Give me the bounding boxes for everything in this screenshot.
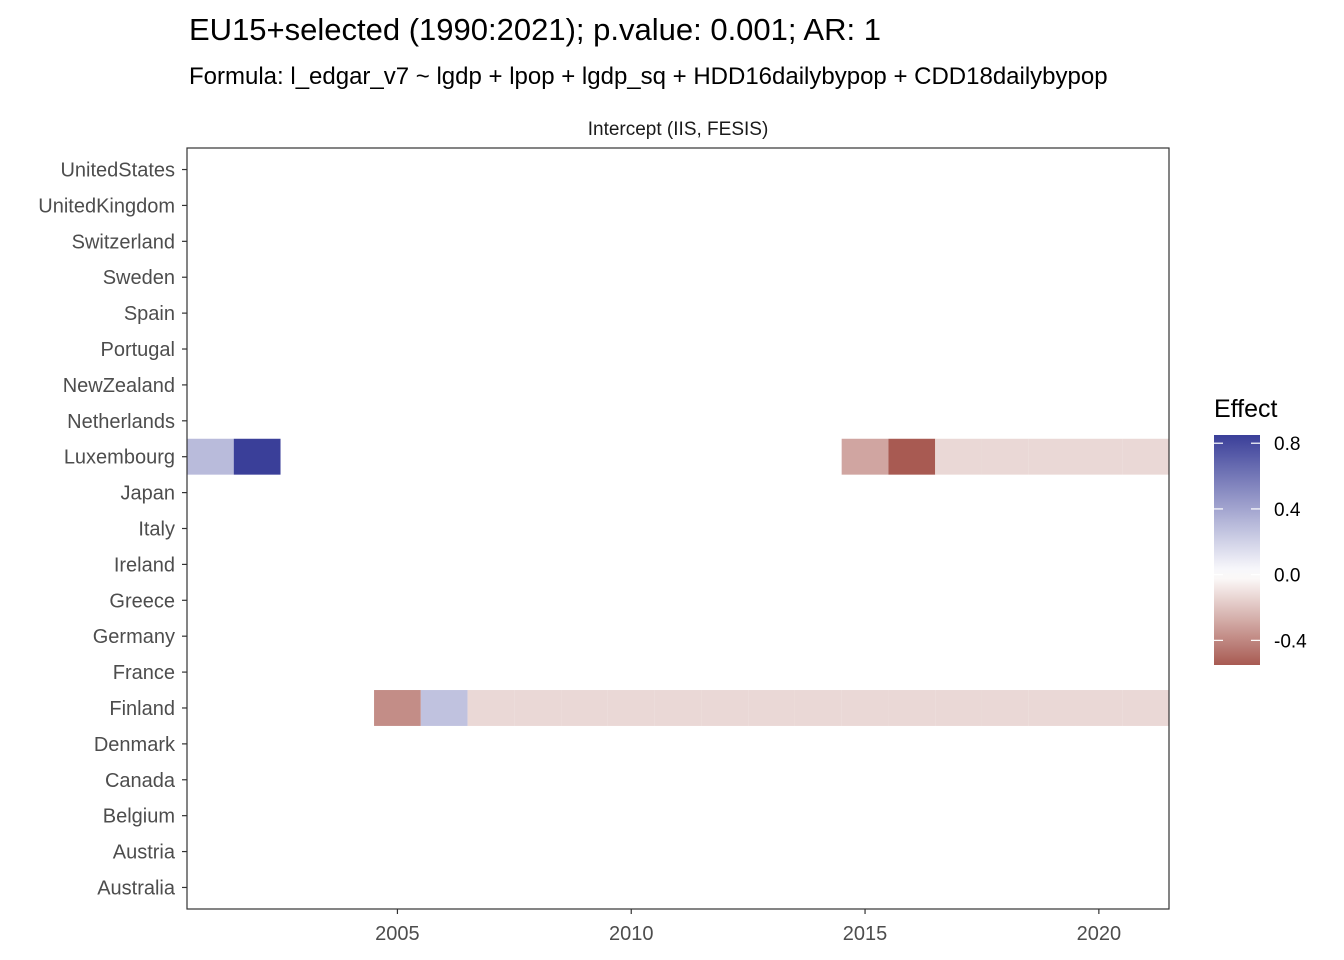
panel-border xyxy=(186,147,1170,910)
y-tick-label: Netherlands xyxy=(67,411,175,433)
heatmap-cell xyxy=(981,438,1029,475)
heatmap-cell xyxy=(888,690,936,726)
legend-tick-label: -0.4 xyxy=(1274,631,1307,652)
legend-title: Effect xyxy=(1214,395,1278,423)
x-tick-label: 2015 xyxy=(843,923,888,945)
heatmap-cell xyxy=(514,690,562,726)
legend-ticks: 0.8 0.4 0.0 -0.4 xyxy=(1214,434,1307,652)
y-tick-label: Portugal xyxy=(101,339,176,361)
heatmap-cell xyxy=(1122,438,1169,475)
facet-label: Intercept (IIS, FESIS) xyxy=(588,119,769,140)
heatmap-cell xyxy=(841,690,889,726)
y-axis: Australia Austria Belgium Canada Denmark Finl… xyxy=(38,160,187,899)
heatmap-cell xyxy=(654,690,702,726)
legend-colorbar xyxy=(1214,435,1260,665)
heatmap-cell xyxy=(607,690,655,726)
y-tick-label: NewZealand xyxy=(63,375,175,397)
y-tick-label: Sweden xyxy=(103,267,175,289)
legend-tick-label: 0.8 xyxy=(1274,434,1300,455)
y-tick-label: Austria xyxy=(113,842,176,864)
y-tick-label: Italy xyxy=(138,519,175,541)
heatmap-cell xyxy=(841,438,889,475)
heatmap-cell xyxy=(888,438,936,475)
y-tick-label: Belgium xyxy=(103,806,175,828)
y-tick-label: Japan xyxy=(121,483,176,505)
y-tick-label: Switzerland xyxy=(72,231,175,253)
heatmap-cell xyxy=(1122,690,1169,726)
plot-panel: Intercept (IIS, FESIS) xyxy=(186,110,1170,910)
heatmap-cell xyxy=(935,438,982,475)
y-tick-label: Luxembourg xyxy=(64,447,175,469)
y-tick-label: Finland xyxy=(109,698,175,720)
chart-title: EU15+selected (1990:2021); p.value: 0.00… xyxy=(189,12,881,47)
y-tick-label: Denmark xyxy=(94,734,176,756)
heatmap-cell xyxy=(1075,690,1123,726)
heatmap-cell xyxy=(748,690,795,726)
heatmap-cell xyxy=(701,690,749,726)
heatmap-cell xyxy=(1028,438,1076,475)
x-tick-label: 2010 xyxy=(609,923,654,945)
y-tick-label: Germany xyxy=(93,626,175,648)
y-tick-label: Spain xyxy=(124,303,175,325)
heatmap-cell xyxy=(374,690,421,726)
heatmap-cell xyxy=(187,438,234,475)
chart-subtitle: Formula: l_edgar_v7 ~ lgdp + lpop + lgdp… xyxy=(189,63,1108,90)
facet-strip xyxy=(187,110,1169,148)
y-tick-label: Australia xyxy=(97,877,176,899)
y-tick-label: Ireland xyxy=(114,554,175,576)
y-tick-label: UnitedStates xyxy=(60,160,175,182)
legend-tick-label: 0.0 xyxy=(1274,566,1300,587)
heatmap-cell xyxy=(794,690,842,726)
heatmap-cell xyxy=(233,438,281,475)
y-tick-label: UnitedKingdom xyxy=(38,195,175,217)
y-tick-label: Canada xyxy=(105,770,176,792)
y-tick-label: Greece xyxy=(109,590,175,612)
x-axis: 2005 2010 2015 2020 xyxy=(375,909,1121,945)
heatmap-cell xyxy=(1028,690,1076,726)
heatmap-cells xyxy=(187,438,1169,726)
heatmap-cell xyxy=(420,690,468,726)
heatmap-cell xyxy=(1075,438,1123,475)
heatmap-cell xyxy=(561,690,608,726)
x-tick-label: 2020 xyxy=(1077,923,1122,945)
legend-tick-label: 0.4 xyxy=(1274,500,1301,521)
heatmap-cell xyxy=(935,690,982,726)
y-tick-label: France xyxy=(113,662,175,684)
heatmap-cell xyxy=(467,690,515,726)
heatmap-cell xyxy=(981,690,1029,726)
legend: Effect 0.8 0.4 0.0 -0.4 xyxy=(1214,395,1307,665)
x-tick-label: 2005 xyxy=(375,923,420,945)
